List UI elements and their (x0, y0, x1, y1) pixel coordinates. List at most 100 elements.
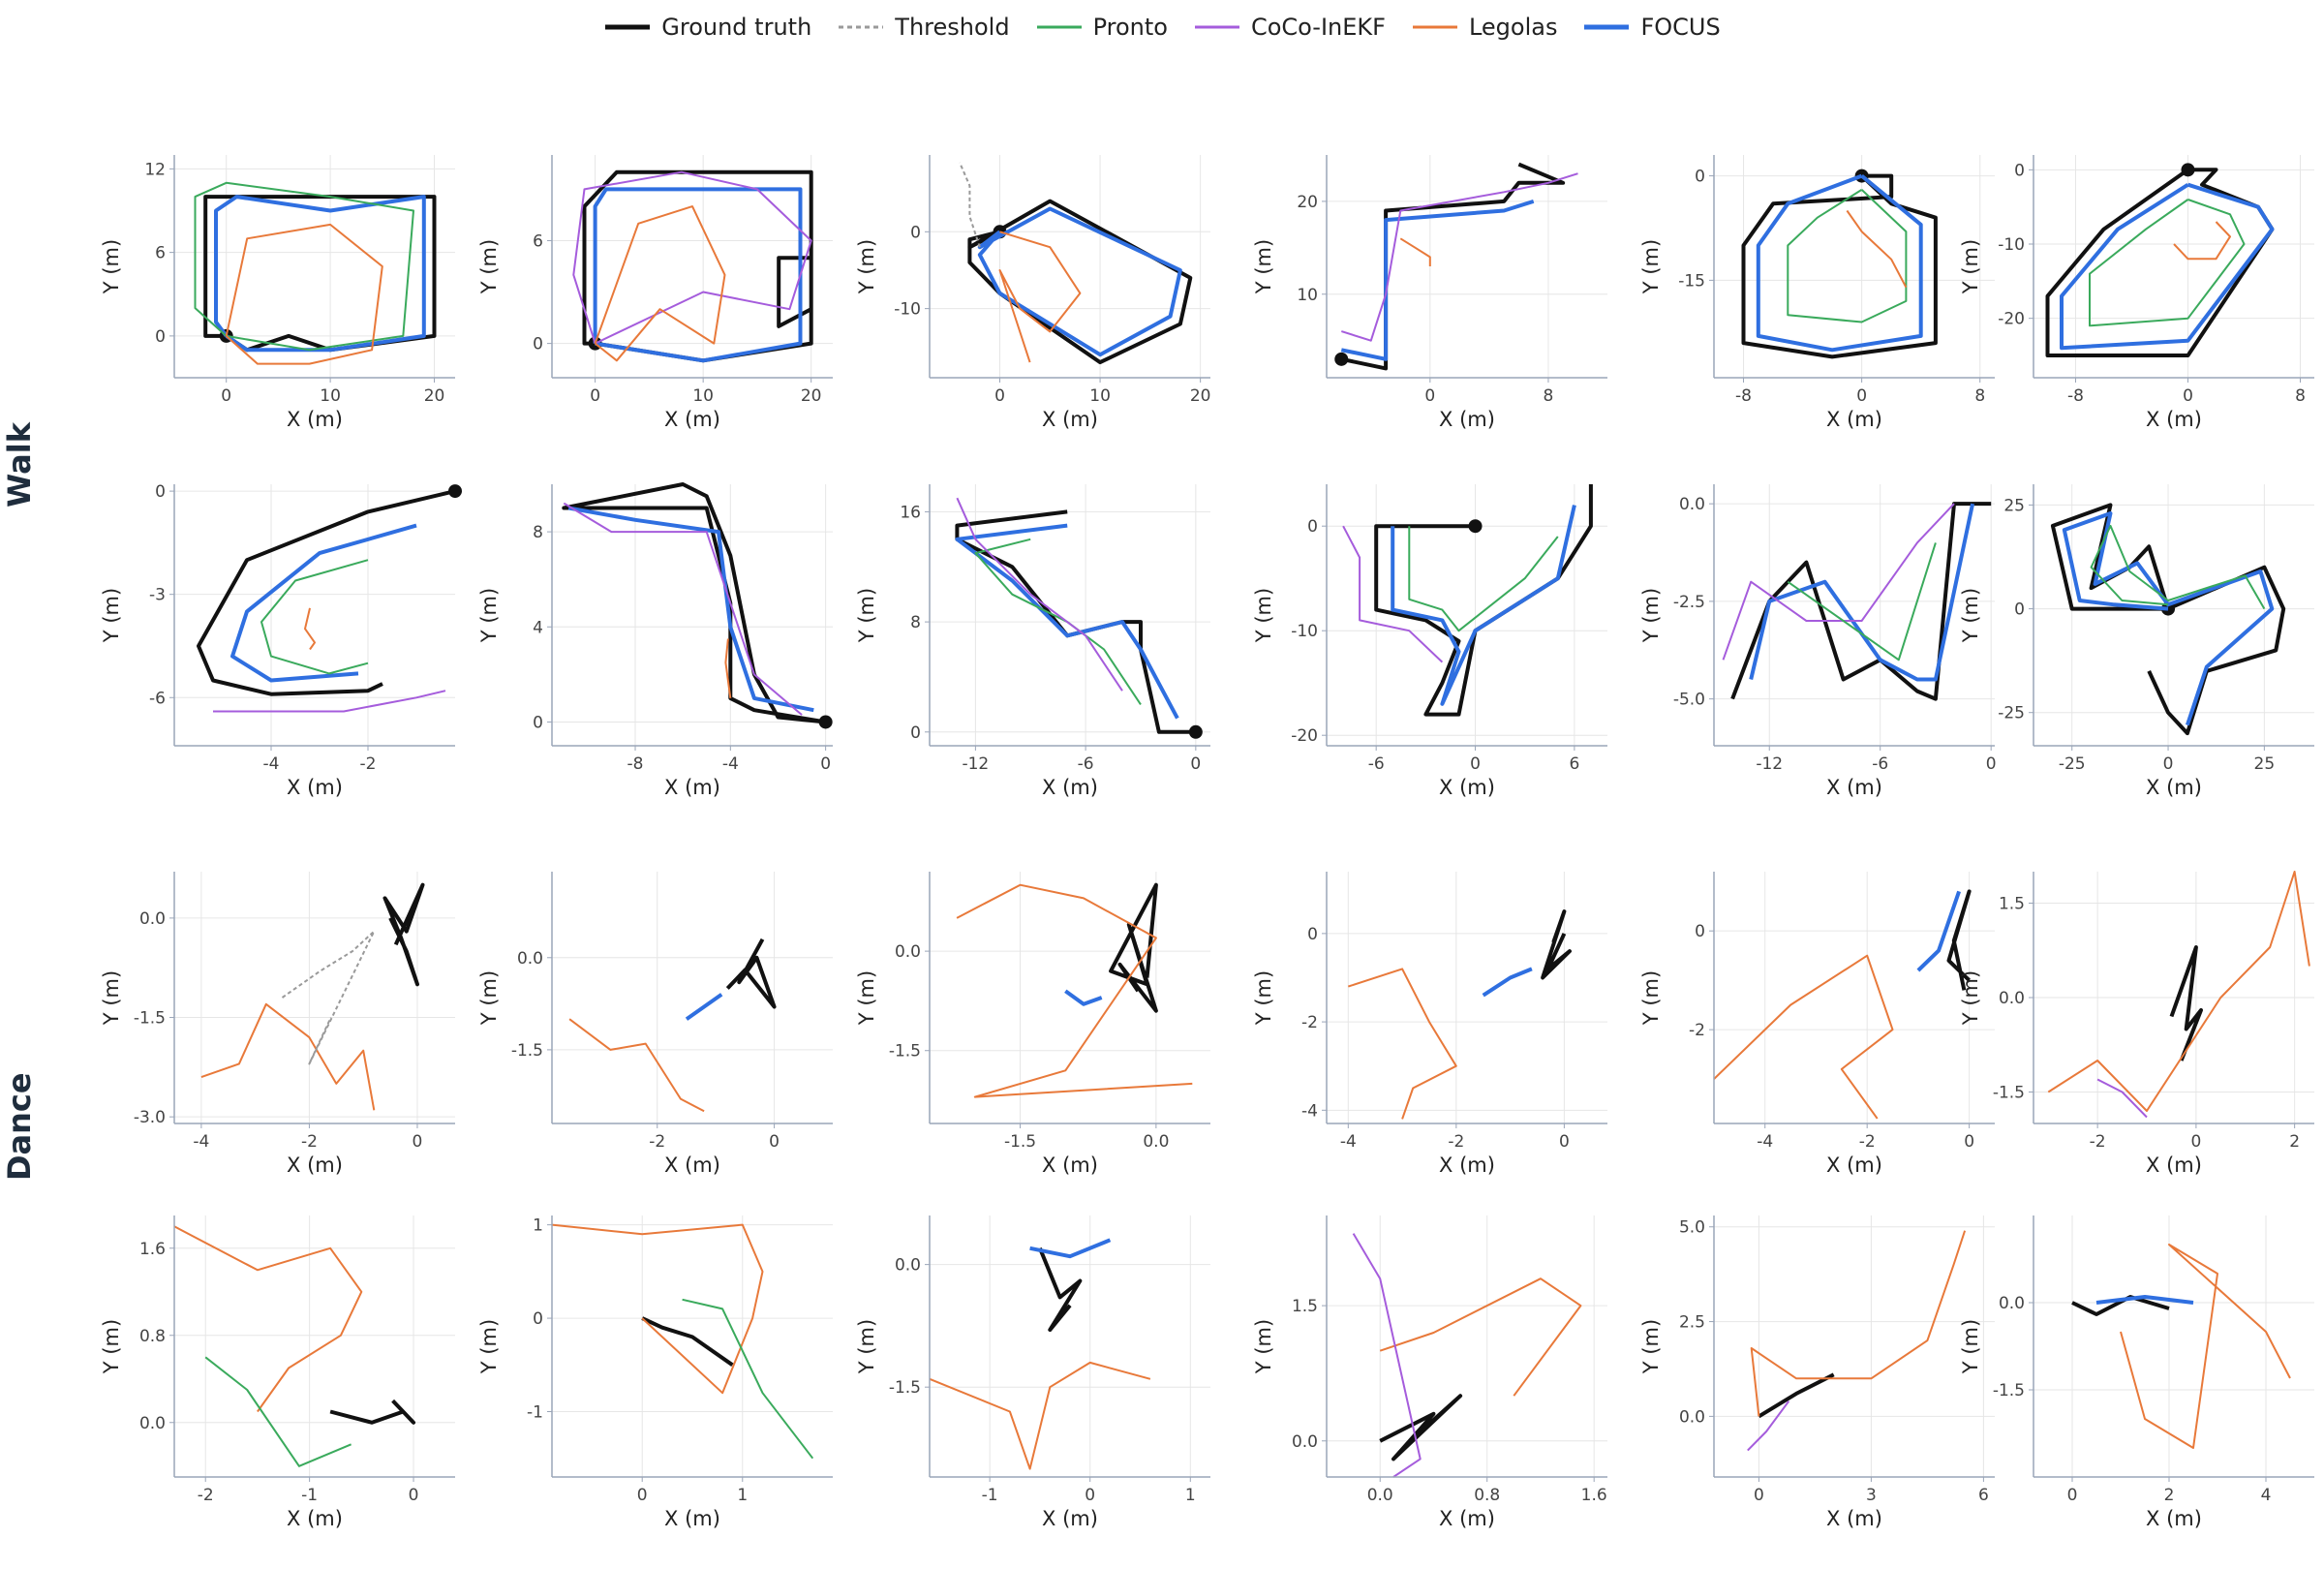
x-axis-label: X (m) (1826, 1154, 1882, 1177)
series-line (1787, 189, 1908, 323)
trajectory-panel: -4 -2 0 -3.0 -1.5 0.0 X (m) Y (m) (100, 872, 455, 1177)
x-tick-label: -4 (263, 754, 280, 774)
series-line (2045, 168, 2275, 357)
series-line (1029, 1238, 1112, 1259)
y-tick-label: -20 (1291, 726, 1318, 746)
series-line (194, 181, 414, 352)
y-axis-label: Y (m) (855, 970, 878, 1026)
x-tick-label: -1 (982, 1486, 998, 1505)
y-tick-label: -10 (1291, 622, 1318, 641)
series-line (1756, 173, 1923, 353)
x-axis-label: X (m) (287, 1154, 343, 1177)
trajectory-panel: -4 -2 -6 -3 0 X (m) Y (m) (100, 482, 462, 799)
x-tick-label: 0 (2183, 386, 2193, 406)
y-tick-label: 0 (1307, 517, 1318, 537)
legend-swatch (1584, 24, 1630, 30)
legend-label: Ground truth (661, 14, 812, 41)
series-line (1038, 1247, 1083, 1333)
y-tick-label: -2 (1689, 1021, 1705, 1040)
trajectory-panel: -2 -1 0 0.0 0.8 1.6 X (m) Y (m) (100, 1215, 455, 1530)
x-tick-label: -4 (1340, 1132, 1357, 1152)
x-tick-label: -2 (649, 1132, 665, 1152)
x-tick-label: 0 (1470, 754, 1481, 774)
y-tick-label: 0 (155, 327, 166, 347)
y-tick-label: 0 (1695, 922, 1705, 941)
x-axis-label: X (m) (2146, 1154, 2202, 1177)
series-line (2047, 871, 2310, 1112)
series-line (1340, 199, 1535, 361)
y-axis-label: Y (m) (855, 1319, 878, 1374)
x-tick-label: -8 (627, 754, 644, 774)
series-line (1741, 173, 1938, 359)
y-axis-label: Y (m) (477, 239, 501, 294)
series-line (197, 489, 456, 696)
series-line (1846, 209, 1908, 289)
y-tick-label: -4 (1301, 1101, 1318, 1121)
y-tick-label: 10 (1297, 286, 1318, 305)
trajectory-panel: -12 -6 0 0 8 16 X (m) Y (m) (855, 484, 1210, 799)
y-axis-label: Y (m) (855, 239, 878, 294)
x-tick-label: -2 (198, 1486, 214, 1505)
series-line (551, 1223, 764, 1395)
start-marker (448, 484, 462, 499)
series-line (572, 170, 812, 345)
y-tick-label: -1 (527, 1403, 543, 1423)
y-tick-label: 0.0 (1999, 1294, 2025, 1313)
y-tick-label: 0 (155, 482, 166, 502)
y-tick-label: 0 (910, 723, 921, 743)
series-line (281, 930, 376, 1065)
series-line (977, 206, 1182, 357)
y-tick-label: -2.5 (1673, 593, 1705, 612)
x-tick-label: 0 (409, 1486, 419, 1505)
series-line (929, 1361, 1151, 1470)
series-line (582, 169, 813, 363)
y-tick-label: -1.5 (889, 1042, 921, 1061)
x-axis-label: X (m) (1439, 776, 1495, 799)
series-line (1340, 172, 1578, 342)
series-line (1747, 1400, 1790, 1452)
y-axis-label: Y (m) (1959, 970, 1982, 1026)
x-tick-label: 3 (1866, 1486, 1877, 1505)
y-tick-label: -1.5 (889, 1378, 921, 1398)
x-tick-label: -6 (1368, 754, 1385, 774)
series-line (1787, 542, 1937, 661)
y-tick-label: 0 (533, 335, 543, 354)
series-line (213, 690, 446, 713)
start-marker (1468, 519, 1483, 534)
x-axis-label: X (m) (664, 408, 720, 431)
trajectory-panel: 0.0 0.8 1.6 0.0 1.5 X (m) Y (m) (1252, 1215, 1607, 1530)
x-tick-label: 0 (1424, 386, 1435, 406)
x-tick-label: 20 (801, 386, 822, 406)
x-axis-label: X (m) (2146, 776, 2202, 799)
series-line (725, 938, 777, 1009)
series-line (1713, 954, 1894, 1120)
series-line (1916, 890, 1961, 972)
series-line (1391, 505, 1576, 706)
x-tick-label: 1 (737, 1486, 748, 1505)
series-line (173, 1225, 363, 1413)
trajectory-panel: 0 10 20 -10 0 X (m) Y (m) (855, 155, 1210, 431)
start-marker (818, 715, 833, 729)
y-axis-label: Y (m) (1252, 970, 1275, 1026)
y-tick-label: 0.0 (1292, 1432, 1318, 1452)
y-tick-label: -5.0 (1673, 691, 1705, 710)
y-tick-label: 0 (2014, 161, 2025, 180)
x-tick-label: -8 (2067, 386, 2084, 406)
x-tick-label: 0 (637, 1486, 648, 1505)
series-line (304, 607, 316, 651)
series-line (2096, 1078, 2148, 1119)
series-line (1946, 889, 1972, 991)
legend-item: Legolas (1411, 14, 1557, 41)
x-tick-label: -6 (1078, 754, 1094, 774)
series-line (1064, 989, 1103, 1006)
series-line (563, 502, 803, 716)
series-line (2090, 524, 2266, 610)
series-line (682, 1298, 814, 1460)
x-tick-label: 20 (1190, 386, 1211, 406)
x-tick-label: -8 (1735, 386, 1752, 406)
y-axis-label: Y (m) (100, 1319, 123, 1374)
start-marker (2181, 163, 2195, 177)
series-line (214, 195, 426, 353)
y-tick-label: 0 (1307, 925, 1318, 944)
x-tick-label: -2 (2090, 1132, 2106, 1152)
